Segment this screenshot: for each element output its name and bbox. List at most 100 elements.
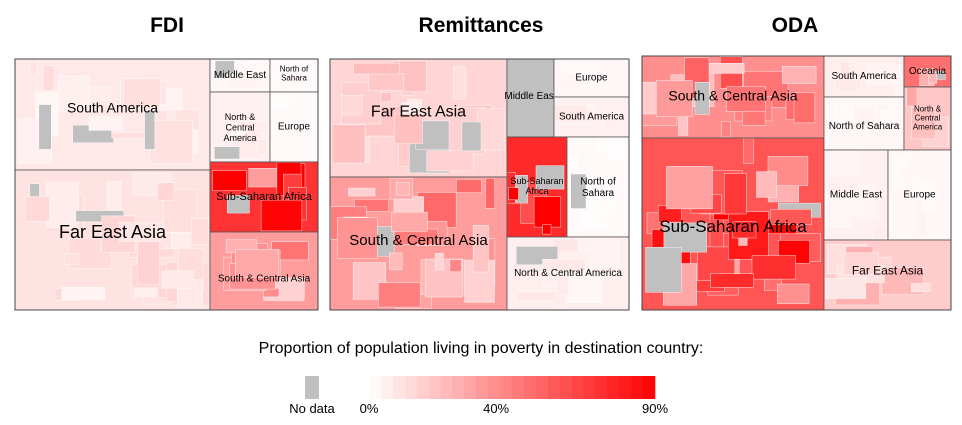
country-cell — [137, 241, 160, 285]
country-cell — [873, 226, 887, 239]
country-cell — [732, 221, 757, 239]
region-label-europe: Europe — [575, 73, 608, 84]
country-cell — [426, 150, 475, 172]
region-north-of-sahara: North of Sahara — [823, 96, 905, 151]
region-label-south-america: South America — [559, 112, 624, 123]
country-cell — [743, 138, 754, 164]
country-cell — [248, 167, 279, 188]
region-label-south-and-central-asia: South & Central Asia — [349, 232, 488, 249]
ramp-step — [392, 376, 406, 399]
panel-remittances: Remittances Far East Asia South & Central … — [329, 14, 630, 311]
country-cell — [353, 62, 401, 75]
country-cell — [348, 187, 376, 197]
country-cell — [694, 81, 710, 115]
region-label-far-east-asia: Far East Asia — [59, 222, 167, 242]
region-label-south-and-central-asia: South & Central Asia — [668, 88, 797, 104]
region-label-north-and-central-america: North & Central America — [223, 112, 256, 143]
ramp-step — [428, 376, 441, 399]
region-south-america: South America — [14, 58, 211, 171]
country-cell — [271, 133, 296, 147]
ramp-step — [535, 376, 549, 399]
country-cell — [866, 64, 901, 85]
region-label-oceania: Oceania — [909, 66, 947, 77]
region-north-and-central-america: North & Central America — [209, 91, 271, 163]
country-cell — [582, 193, 608, 227]
country-cell — [434, 252, 444, 271]
region-far-east-asia: Far East Asia — [329, 58, 508, 178]
country-cell — [337, 217, 378, 259]
region-north-and-central-america: North & Central America — [506, 236, 630, 311]
ramp-step — [547, 376, 560, 399]
region-label-south-america: South America — [67, 100, 158, 116]
country-cell — [144, 110, 155, 150]
country-cell — [751, 255, 796, 280]
country-cell — [906, 87, 918, 107]
ramp-step — [404, 376, 417, 399]
ramp-step — [369, 376, 382, 399]
region-south-and-central-asia: South & Central Asia — [641, 55, 825, 139]
region-middle-east: Middle East — [209, 58, 271, 93]
legend-tick-label: 40% — [483, 401, 509, 416]
country-cell — [341, 95, 363, 116]
country-cell — [563, 63, 600, 73]
country-cell — [553, 295, 566, 307]
country-cell — [461, 121, 482, 152]
country-cell — [214, 146, 240, 160]
country-cell — [378, 282, 421, 308]
region-south-and-central-asia: South & Central Asia — [329, 176, 508, 311]
country-cell — [782, 66, 817, 84]
panel-fdi: FDI South America Far East Asia Middle East… — [14, 14, 319, 311]
country-cell — [903, 164, 920, 183]
panel-oda: ODA South & Central Asia Sub-Saharan Afric… — [641, 14, 952, 311]
ramp-step — [619, 376, 632, 399]
country-cell — [395, 182, 410, 196]
country-cell — [825, 193, 853, 228]
ramp-step — [476, 376, 489, 399]
country-cell — [285, 68, 312, 78]
country-cell — [43, 65, 55, 91]
country-cell — [911, 283, 931, 293]
country-cell — [726, 86, 766, 112]
ramp-step — [500, 376, 513, 399]
panel-title-remittances: Remittances — [419, 14, 544, 37]
region-label-north-of-sahara: North of Sahara — [580, 176, 616, 199]
region-label-north-and-central-america: North & Central America — [514, 268, 622, 279]
region-europe: Europe — [887, 149, 952, 241]
country-cell — [756, 171, 777, 198]
country-cell — [857, 185, 876, 219]
country-cell — [389, 252, 403, 271]
region-label-middle-east: Middle East — [504, 91, 556, 102]
region-label-europe: Europe — [903, 190, 936, 201]
country-cell — [260, 199, 303, 232]
panel-frame — [14, 58, 319, 311]
country-cell — [368, 73, 404, 91]
region-cell — [507, 59, 554, 137]
region-middle-east: Middle East — [823, 149, 889, 241]
country-cell — [533, 196, 561, 228]
ramp-step — [523, 376, 537, 399]
country-cell — [157, 182, 175, 201]
country-cell — [29, 183, 40, 198]
country-cell — [271, 73, 291, 84]
country-cell — [58, 75, 90, 112]
color-legend: Proportion of population living in pover… — [259, 340, 704, 416]
ramp-step — [380, 376, 394, 399]
region-label-middle-east: Middle East — [214, 70, 266, 81]
ramp-step — [416, 376, 429, 399]
ramp-step — [595, 376, 608, 399]
country-cell — [477, 108, 505, 151]
country-cell — [710, 273, 755, 288]
region-europe: Europe — [553, 58, 630, 98]
country-cell — [922, 187, 937, 211]
country-cell — [25, 196, 50, 222]
ramp-step — [583, 376, 596, 399]
region-oceania: Oceania — [903, 55, 952, 88]
country-cell — [456, 179, 482, 193]
country-cell — [645, 247, 682, 293]
color-ramp — [369, 376, 656, 399]
country-cell — [777, 283, 810, 304]
country-cell — [560, 77, 585, 96]
region-label-far-east-asia: Far East Asia — [371, 103, 466, 120]
ramp-step — [440, 376, 453, 399]
